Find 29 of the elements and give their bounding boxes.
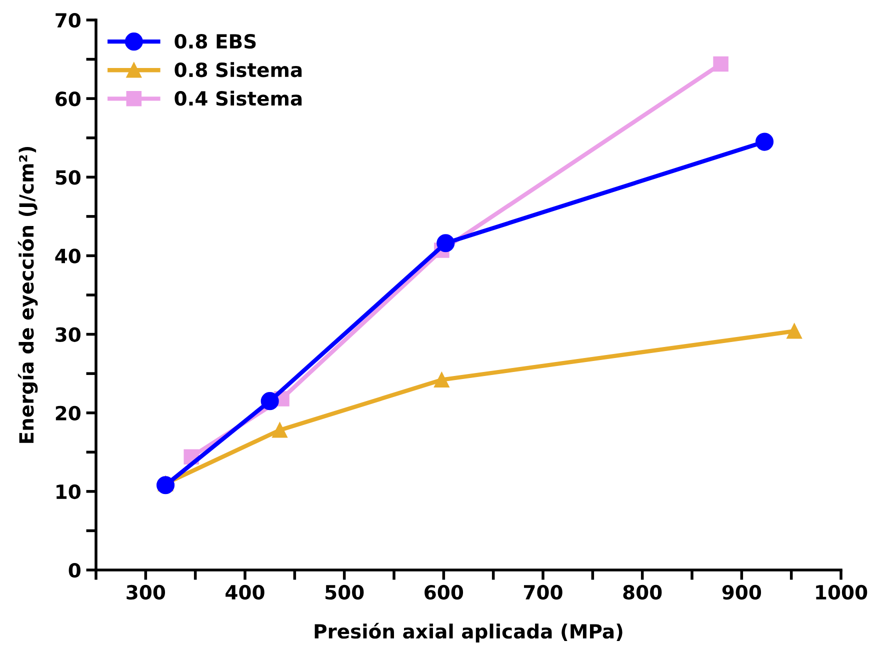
x-tick-label: 900 xyxy=(722,584,762,600)
point xyxy=(272,422,288,438)
x-tick-label: 300 xyxy=(126,584,166,600)
y-tick-label: 30 xyxy=(56,327,80,342)
x-tick-label: 800 xyxy=(623,584,662,600)
point xyxy=(260,392,279,410)
x-tick-label: 400 xyxy=(226,584,264,600)
y-axis-title: Energía de eyección (J/cm²) xyxy=(18,146,38,443)
y-tick-label: 10 xyxy=(56,484,80,500)
point xyxy=(755,132,774,151)
point xyxy=(786,324,802,339)
y-tick-label: 70 xyxy=(56,12,80,28)
x-tick-label: 500 xyxy=(326,584,364,600)
y-tick-label: 40 xyxy=(55,248,80,264)
x-tick-label: 600 xyxy=(424,584,464,600)
y-tick-label: 50 xyxy=(56,170,80,185)
x-tick-label: 700 xyxy=(524,584,562,600)
y-tick-label: 0 xyxy=(68,562,80,578)
x-tick-label: 1000 xyxy=(816,584,868,600)
x-axis-title: Presión axial aplicada (MPa) xyxy=(314,622,622,642)
legend-label: 0.8 Sistema xyxy=(174,62,302,78)
point xyxy=(156,476,175,494)
point xyxy=(713,56,728,72)
legend-label: 0.8 EBS xyxy=(174,34,256,49)
legend-label: 0.4 Sistema xyxy=(174,90,302,106)
y-tick-label: 60 xyxy=(56,92,80,106)
y-tick-label: 20 xyxy=(56,406,80,421)
point xyxy=(434,372,450,388)
point xyxy=(436,234,455,252)
